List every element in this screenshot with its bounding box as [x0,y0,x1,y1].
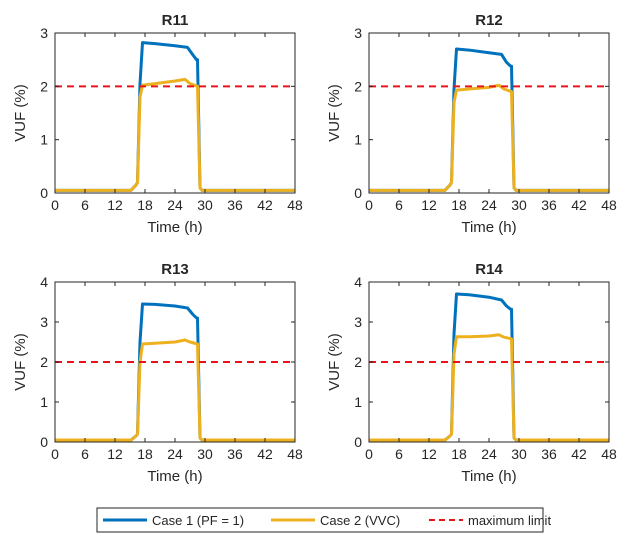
y-tick-label: 4 [354,274,362,290]
x-tick-label: 6 [395,446,403,462]
x-tick-label: 24 [481,197,497,213]
series-line-case2 [369,83,609,192]
x-tick-label: 12 [107,197,123,213]
series-line-case1 [369,292,609,442]
x-axis-label: Time (h) [147,219,202,236]
y-tick-label: 3 [40,25,48,41]
x-tick-label: 18 [451,446,467,462]
y-tick-label: 3 [354,314,362,330]
y-axis-label: VUF (%) [12,84,29,142]
x-tick-label: 36 [227,446,243,462]
chart-title: R11 [162,12,189,29]
x-axis-label: Time (h) [461,219,516,236]
y-tick-label: 2 [354,354,362,370]
axes-box [368,32,610,194]
chart-title: R13 [161,261,189,278]
y-tick-label: 1 [354,394,362,410]
y-tick-label: 2 [354,78,362,94]
y-tick-label: 3 [354,25,362,41]
y-tick-label: 0 [354,434,362,450]
series-line-case2 [369,333,609,442]
x-axis-label: Time (h) [147,468,202,485]
x-tick-label: 18 [451,197,467,213]
x-tick-label: 24 [167,197,183,213]
x-tick-label: 0 [365,446,373,462]
y-tick-label: 0 [40,185,48,201]
y-tick-label: 1 [354,132,362,148]
series-line-case1 [369,47,609,192]
series-line-case2 [55,338,295,442]
y-axis-label: VUF (%) [12,333,29,391]
x-tick-label: 30 [511,197,527,213]
x-tick-label: 24 [167,446,183,462]
x-tick-label: 42 [571,197,587,213]
x-tick-label: 42 [257,446,273,462]
x-tick-label: 18 [137,446,153,462]
x-tick-label: 36 [227,197,243,213]
legend: Case 1 (PF = 1) Case 2 (VVC) maximum limit [96,507,551,533]
axes-box [54,32,296,194]
y-tick-label: 0 [354,185,362,201]
x-tick-label: 18 [137,197,153,213]
y-tick-label: 2 [40,354,48,370]
y-axis-label: VUF (%) [326,84,343,142]
plot-area [369,292,609,442]
series-line-case2 [55,77,295,192]
x-tick-label: 48 [601,197,617,213]
y-tick-label: 1 [40,394,48,410]
series-line-case1 [55,41,295,192]
x-tick-label: 42 [571,446,587,462]
y-tick-label: 4 [40,274,48,290]
x-tick-label: 0 [51,446,59,462]
x-tick-label: 30 [511,446,527,462]
x-tick-label: 24 [481,446,497,462]
x-tick-label: 36 [541,197,557,213]
x-tick-label: 30 [197,446,213,462]
x-tick-label: 36 [541,446,557,462]
x-tick-label: 48 [287,197,303,213]
legend-label-1: Case 1 (PF = 1) [152,513,244,528]
chart-title: R14 [475,261,503,278]
legend-label-3: maximum limit [468,513,551,528]
plot-area [55,41,295,192]
plot-area [55,302,295,442]
x-tick-label: 42 [257,197,273,213]
x-tick-label: 6 [395,197,403,213]
y-tick-label: 1 [40,132,48,148]
x-tick-label: 6 [81,197,89,213]
legend-label-2: Case 2 (VVC) [320,513,400,528]
chart-title: R12 [475,12,503,29]
y-axis-label: VUF (%) [326,333,343,391]
x-tick-label: 0 [365,197,373,213]
y-tick-label: 2 [40,78,48,94]
y-tick-label: 3 [40,314,48,330]
x-tick-label: 12 [107,446,123,462]
x-tick-label: 48 [601,446,617,462]
series-line-case1 [55,302,295,442]
x-axis-label: Time (h) [461,468,516,485]
y-tick-label: 0 [40,434,48,450]
x-tick-label: 48 [287,446,303,462]
x-tick-label: 0 [51,197,59,213]
x-tick-label: 12 [421,197,437,213]
legend-box [96,507,544,533]
x-tick-label: 12 [421,446,437,462]
x-tick-label: 6 [81,446,89,462]
x-tick-label: 30 [197,197,213,213]
plot-area [369,47,609,192]
